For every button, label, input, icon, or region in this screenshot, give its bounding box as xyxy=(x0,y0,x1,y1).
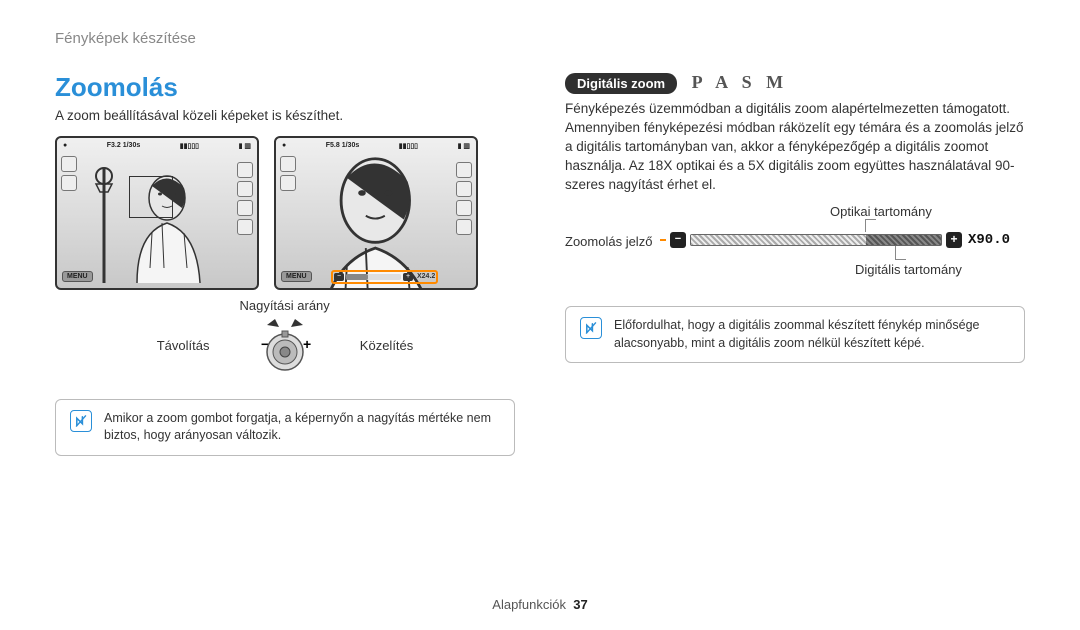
callout-leader xyxy=(396,288,398,290)
zoom-in-label: Közelítés xyxy=(360,298,413,353)
zoom-ratio-label: Nagyítási arány xyxy=(239,298,329,313)
face-icon xyxy=(237,181,253,197)
optical-range-segment xyxy=(691,235,866,245)
screen-status-bar: ● F3.2 1/30s ▮▮▯▯▯ ▮ ▥ xyxy=(63,142,251,150)
svg-text:+: + xyxy=(303,336,311,352)
note-text: Amikor a zoom gombot forgatja, a képerny… xyxy=(104,410,500,445)
aperture-readout: F3.2 1/30s xyxy=(107,142,140,150)
record-icon: ● xyxy=(63,142,67,150)
optical-range-label: Optikai tartomány xyxy=(830,204,932,219)
metering-icon xyxy=(61,175,77,191)
left-column: Zoomolás A zoom beállításával közeli kép… xyxy=(55,72,515,456)
digital-range-segment xyxy=(866,235,941,245)
menu-button[interactable]: MENU xyxy=(62,271,93,282)
info-icon xyxy=(580,317,602,339)
zoom-range-diagram: Optikai tartomány Zoomolás jelző − + X90… xyxy=(565,204,1025,284)
right-column: Digitális zoom P A S M Fényképezés üzemm… xyxy=(565,72,1025,456)
battery-icon: ▮ ▥ xyxy=(239,142,251,150)
intro-text: A zoom beállításával közeli képeket is k… xyxy=(55,107,515,126)
timer-icon xyxy=(237,200,253,216)
camera-preview-row: ● F3.2 1/30s ▮▮▯▯▯ ▮ ▥ xyxy=(55,136,515,290)
mode-letters: P A S M xyxy=(692,72,789,92)
breadcrumb: Fényképek készítése xyxy=(55,30,1025,47)
note-box: Amikor a zoom gombot forgatja, a képerny… xyxy=(55,399,515,456)
subject-illustration-zoomed xyxy=(274,136,478,290)
focus-box xyxy=(129,176,173,218)
content-columns: Zoomolás A zoom beállításával közeli kép… xyxy=(55,72,1025,456)
section-title: Zoomolás xyxy=(55,72,515,103)
manual-page: Fényképek készítése Zoomolás A zoom beál… xyxy=(0,0,1080,630)
left-icons xyxy=(61,156,77,191)
exposure-indicator: ▮▮▯▯▯ xyxy=(180,142,199,150)
zoom-out-label: Távolítás xyxy=(157,298,210,353)
zoom-controls-labels: Távolítás Nagyítási arány − + xyxy=(55,298,515,377)
right-icons xyxy=(237,162,253,235)
camera-screen-zoomed: ● F5.8 1/30s ▮▮▯▯▯ ▮ ▥ xyxy=(274,136,478,290)
note-box: Előfordulhat, hogy a digitális zoommal k… xyxy=(565,306,1025,363)
flash-icon xyxy=(237,162,253,178)
zoom-plus-icon: + xyxy=(403,273,413,281)
camera-screen-wide: ● F3.2 1/30s ▮▮▯▯▯ ▮ ▥ xyxy=(55,136,259,290)
callout-leader xyxy=(660,239,666,241)
af-mode-icon xyxy=(61,156,77,172)
feature-badge: Digitális zoom xyxy=(565,73,677,94)
footer-section: Alapfunkciók xyxy=(492,597,566,612)
page-footer: Alapfunkciók 37 xyxy=(0,597,1080,612)
page-number: 37 xyxy=(573,597,587,612)
zoom-plus-icon: + xyxy=(946,232,962,248)
zoom-minus-icon: − xyxy=(334,273,344,281)
stabilizer-icon xyxy=(237,219,253,235)
info-icon xyxy=(70,410,92,432)
zoom-indicator-bar: − + X24.2 xyxy=(331,272,431,282)
zoom-value-readout: X24.2 xyxy=(417,273,435,280)
digital-range-label: Digitális tartomány xyxy=(855,262,962,277)
zoom-minus-icon: − xyxy=(670,232,686,248)
zoom-knob-illustration: − + xyxy=(255,317,315,377)
max-zoom-value: X90.0 xyxy=(968,232,1010,248)
connector-line xyxy=(865,219,876,232)
zoom-indicator-label: Zoomolás jelző xyxy=(565,234,652,249)
menu-button[interactable]: MENU xyxy=(281,271,312,282)
zoom-range-bar: − + X90.0 xyxy=(670,232,1010,248)
note-text: Előfordulhat, hogy a digitális zoommal k… xyxy=(614,317,1010,352)
digital-zoom-body: Fényképezés üzemmódban a digitális zoom … xyxy=(565,100,1025,194)
